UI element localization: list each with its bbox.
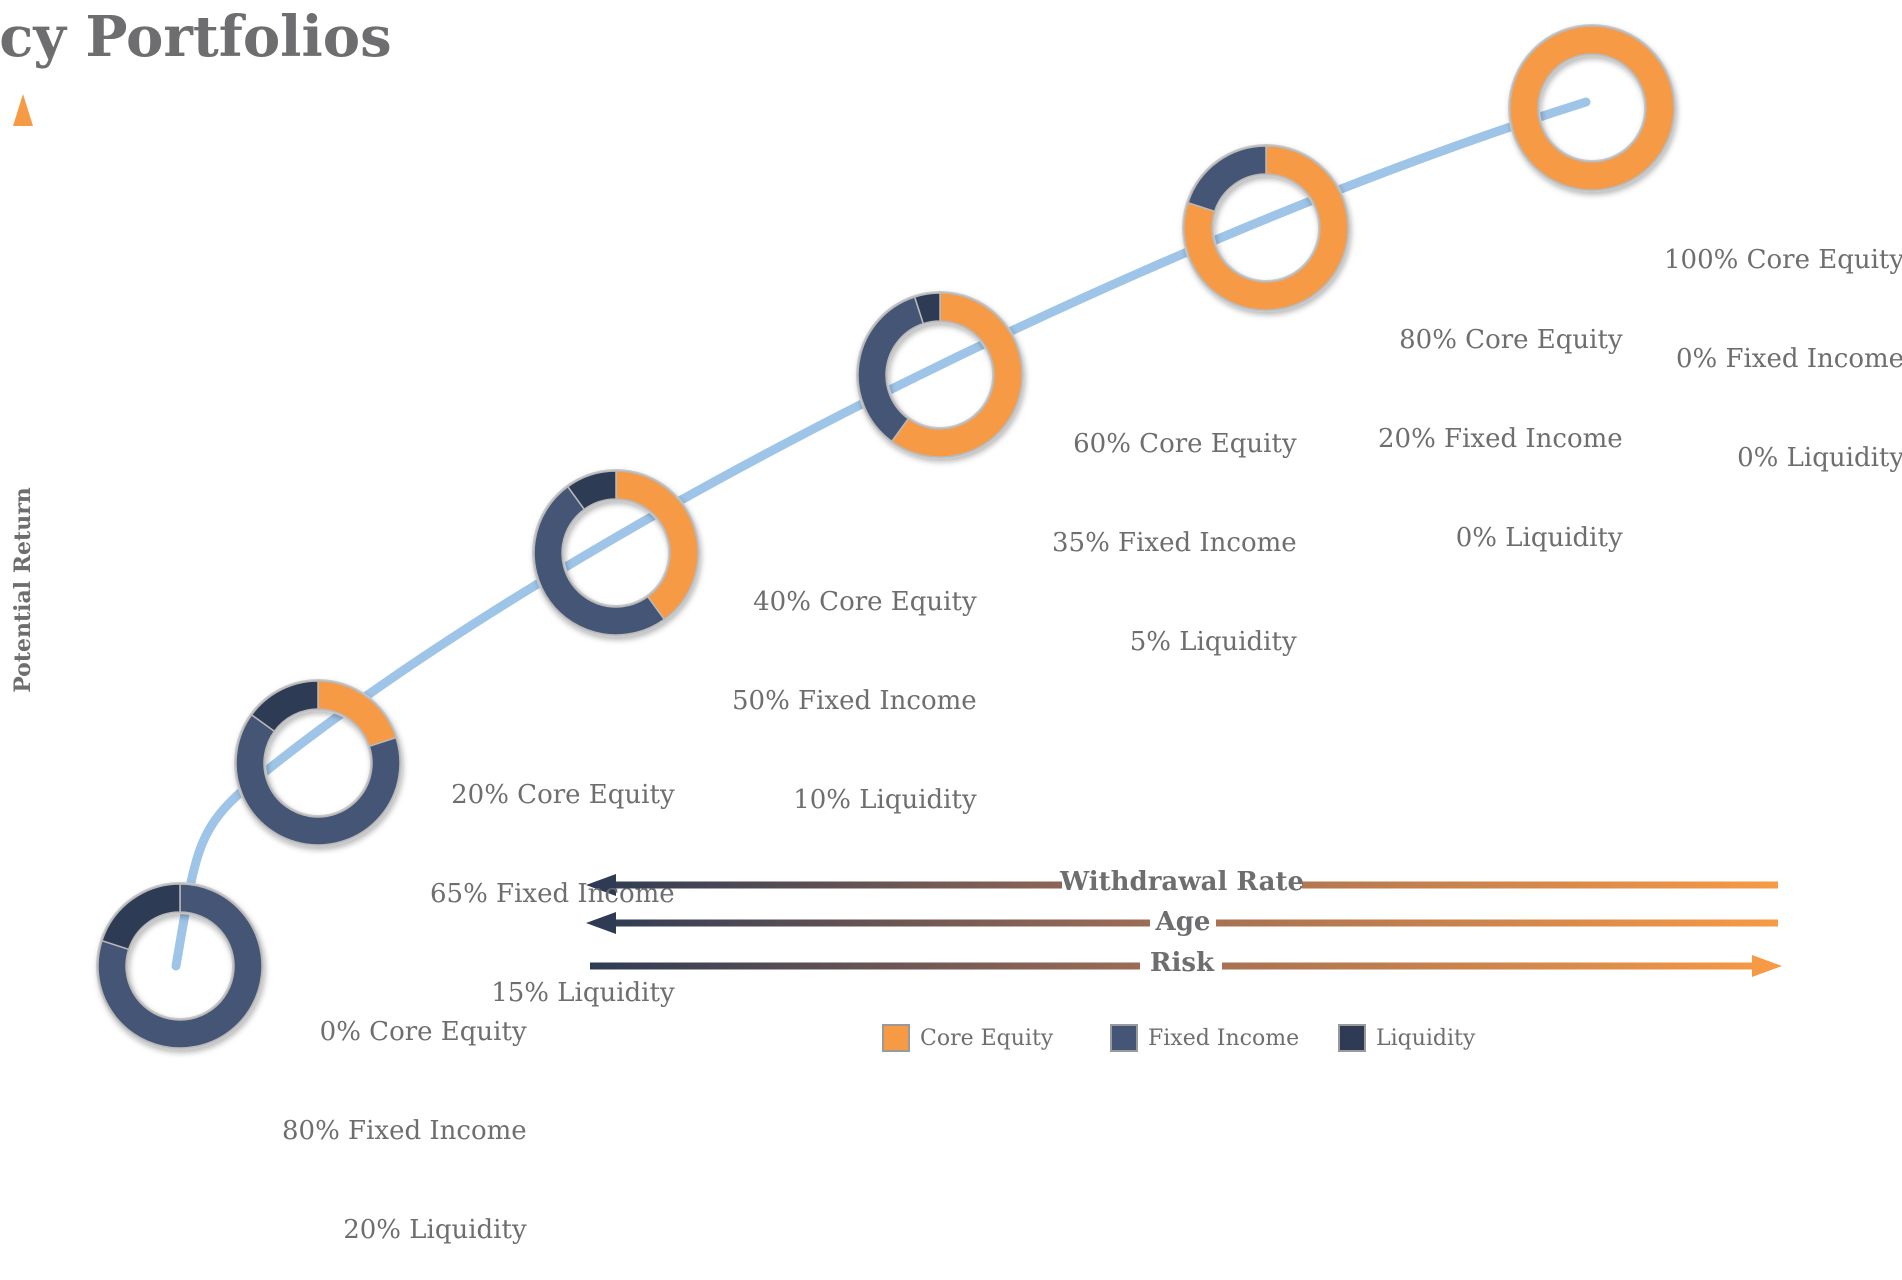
portfolio-3-fixed-income-segment [857,296,925,443]
portfolio-3-liquidity-segment [913,292,941,325]
portfolio-4-liquidity-label: 0% Liquidity [1455,523,1623,553]
legend-swatch-liquidity [1338,1024,1366,1052]
legend-label-fixed-income: Fixed Income [1148,1025,1300,1051]
portfolio-4-donut [1182,144,1350,312]
portfolio-4-fixed-income-segment [1187,145,1267,213]
portfolio-1-donut [234,679,402,847]
portfolio-1-core-equity-label: 20% Core Equity [451,780,675,810]
portfolio-2-core-equity-segment [615,470,699,621]
potential-return-arrowhead [13,94,33,126]
frontier-curve [171,97,1591,971]
portfolio-3-liquidity-label: 5% Liquidity [1129,627,1297,657]
portfolio-4-fixed-income-label: 20% Fixed Income [1378,424,1623,454]
y-axis-label: Potential Return [10,479,36,701]
portfolio-2-fixed-income-label: 50% Fixed Income [732,686,977,716]
portfolio-5-allocation: 100% Core Equity 0% Fixed Income 0% Liqu… [1664,178,1902,508]
portfolio-0-liquidity-label: 20% Liquidity [343,1215,527,1245]
portfolio-2-donut [532,469,700,637]
portfolio-2-fixed-income-segment [533,485,666,636]
withdrawal-rate-label: Withdrawal Rate [1059,867,1305,897]
portfolio-0-core-equity-label: 0% Core Equity [319,1017,527,1047]
risk-arrow [590,955,1782,977]
portfolio-3-fixed-income-label: 35% Fixed Income [1052,528,1297,558]
portfolio-5-core-equity-label: 100% Core Equity [1664,245,1902,275]
age-label: Age [1155,907,1211,937]
risk-label: Risk [1149,948,1215,978]
portfolio-5-donut [1508,24,1676,192]
portfolio-1-core-equity-segment [317,680,397,748]
portfolio-5-fixed-income-label: 0% Fixed Income [1675,344,1902,374]
portfolio-1-allocation: 20% Core Equity 65% Fixed Income 15% Liq… [430,713,675,1043]
portfolio-5-liquidity-label: 0% Liquidity [1737,443,1902,473]
legend-item-core-equity: Core Equity [882,1024,1053,1052]
portfolio-2-liquidity-label: 10% Liquidity [793,785,977,815]
portfolio-0-donut [96,882,264,1050]
legend-item-fixed-income: Fixed Income [1110,1024,1299,1052]
legend-item-liquidity: Liquidity [1338,1024,1475,1052]
portfolio-3-donut [856,291,1024,459]
page-title: icy Portfolios [0,4,392,70]
portfolio-0-fixed-income-label: 80% Fixed Income [282,1116,527,1146]
portfolio-4-core-equity-segment [1183,145,1349,311]
portfolio-1-liquidity-segment [250,680,319,733]
portfolio-1-fixed-income-segment [235,713,401,846]
portfolio-4-allocation: 80% Core Equity 20% Fixed Income 0% Liqu… [1378,258,1623,588]
portfolio-3-core-equity-label: 60% Core Equity [1073,429,1297,459]
portfolio-0-liquidity-segment [101,883,181,951]
legend-swatch-core-equity [882,1024,910,1052]
portfolio-2-allocation: 40% Core Equity 50% Fixed Income 10% Liq… [732,520,977,850]
portfolio-3-core-equity-segment [890,292,1023,458]
diagram-canvas [13,24,1782,1072]
legend-swatch-fixed-income [1110,1024,1138,1052]
withdrawal-rate-arrow [586,874,1778,896]
portfolio-4-core-equity-label: 80% Core Equity [1399,325,1623,355]
portfolio-2-liquidity-segment [566,470,617,511]
portfolio-1-liquidity-label: 15% Liquidity [491,978,675,1008]
portfolio-1-fixed-income-label: 65% Fixed Income [430,879,675,909]
portfolio-5-core-equity-segment [1509,25,1675,191]
legend-label-liquidity: Liquidity [1376,1025,1476,1051]
age-arrow [586,912,1778,934]
portfolio-3-allocation: 60% Core Equity 35% Fixed Income 5% Liqu… [1052,362,1297,692]
legend-label-core-equity: Core Equity [920,1025,1054,1051]
portfolio-0-fixed-income-segment [97,883,263,1049]
portfolio-2-core-equity-label: 40% Core Equity [753,587,977,617]
